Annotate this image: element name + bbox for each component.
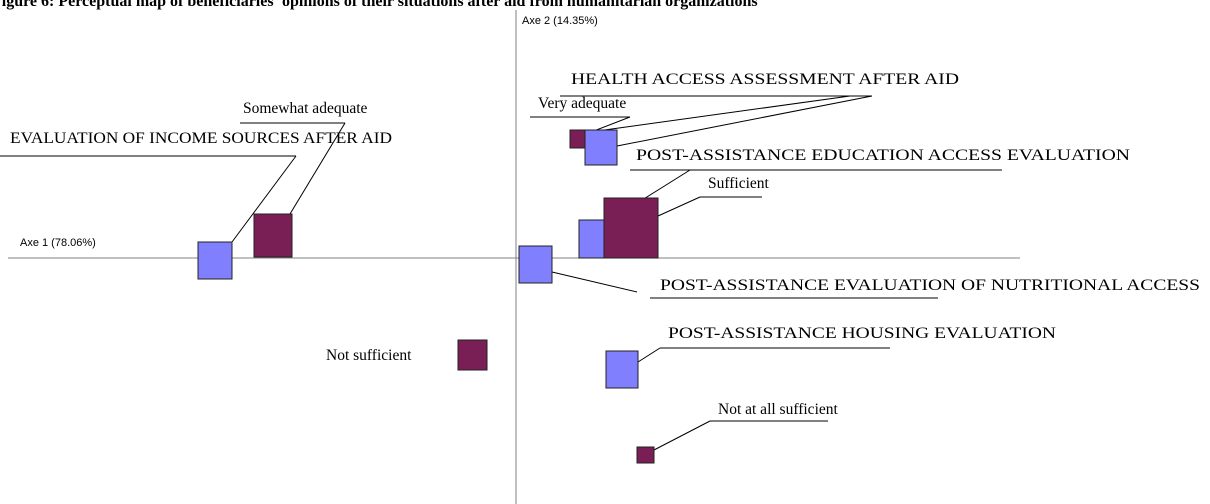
point-somewhat-adequate xyxy=(253,213,293,258)
point-sufficient xyxy=(603,197,659,259)
point-health xyxy=(584,129,618,166)
point-education xyxy=(578,219,608,259)
point-income xyxy=(197,241,233,280)
label: POST-ASSISTANCE HOUSING EVALUATION xyxy=(668,325,1056,342)
label: POST-ASSISTANCE EVALUATION OF NUTRITIONA… xyxy=(660,277,1200,294)
label: Not at all sufficient xyxy=(718,401,839,418)
axis-2-label: Axe 2 (14.35%) xyxy=(522,15,598,27)
label: Somewhat adequate xyxy=(243,100,368,117)
label: EVALUATION OF INCOME SOURCES AFTER AID xyxy=(10,130,392,147)
point-not-sufficient xyxy=(457,339,488,371)
figure-title: Figure 6: Perceptual map of beneficiarie… xyxy=(0,0,758,10)
label: Very adequate xyxy=(538,95,626,112)
point-nutrition xyxy=(518,245,553,284)
point-housing xyxy=(605,350,639,389)
label: Sufficient xyxy=(708,175,770,192)
label: Not sufficient xyxy=(326,347,412,364)
axis-1-label: Axe 1 (78.06%) xyxy=(20,237,96,249)
label: HEALTH ACCESS ASSESSMENT AFTER AID xyxy=(571,71,959,88)
label: POST-ASSISTANCE EDUCATION ACCESS EVALUAT… xyxy=(636,147,1130,164)
point-very-adequate xyxy=(569,129,587,149)
point-not-at-all-sufficient xyxy=(636,446,655,464)
